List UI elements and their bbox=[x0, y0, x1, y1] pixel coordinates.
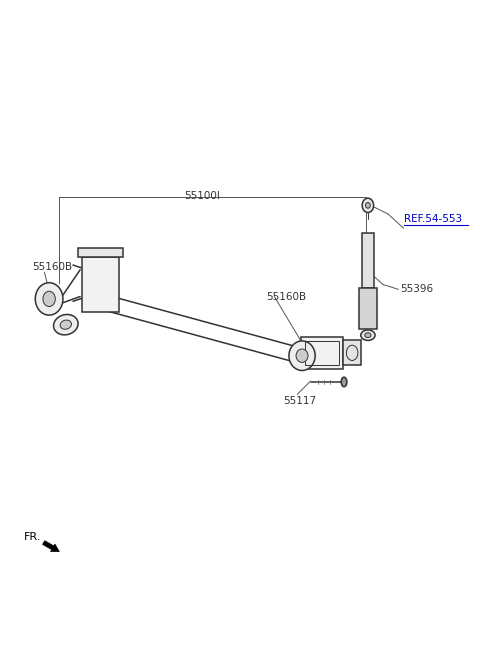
Text: 55160B: 55160B bbox=[266, 292, 306, 302]
Polygon shape bbox=[43, 541, 60, 552]
Ellipse shape bbox=[43, 291, 55, 307]
Text: 55117: 55117 bbox=[283, 396, 316, 406]
Bar bbox=[343, 340, 361, 365]
Text: 55100I: 55100I bbox=[184, 191, 220, 200]
Ellipse shape bbox=[35, 283, 63, 315]
Bar bbox=[78, 248, 122, 257]
Ellipse shape bbox=[361, 330, 375, 340]
Ellipse shape bbox=[365, 202, 370, 208]
Ellipse shape bbox=[296, 349, 308, 363]
Text: 55160B: 55160B bbox=[33, 262, 72, 273]
Bar bbox=[362, 233, 374, 288]
Ellipse shape bbox=[60, 320, 72, 329]
Ellipse shape bbox=[289, 341, 315, 371]
Ellipse shape bbox=[341, 377, 347, 387]
Bar bbox=[301, 336, 343, 369]
Ellipse shape bbox=[362, 198, 373, 212]
Bar bbox=[82, 257, 119, 312]
Ellipse shape bbox=[365, 333, 371, 338]
Text: REF.54-553: REF.54-553 bbox=[404, 214, 462, 225]
Text: 55396: 55396 bbox=[400, 284, 433, 294]
Ellipse shape bbox=[54, 315, 78, 335]
Bar bbox=[305, 341, 339, 365]
Text: FR.: FR. bbox=[24, 532, 42, 542]
Bar bbox=[359, 288, 377, 328]
